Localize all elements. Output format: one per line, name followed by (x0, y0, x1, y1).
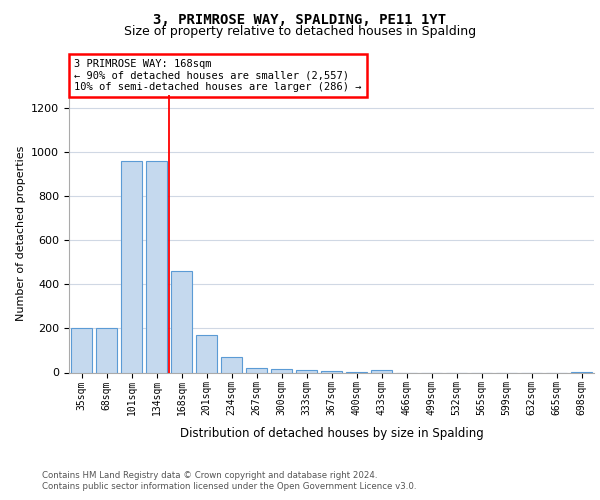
Text: Contains public sector information licensed under the Open Government Licence v3: Contains public sector information licen… (42, 482, 416, 491)
Text: Size of property relative to detached houses in Spalding: Size of property relative to detached ho… (124, 25, 476, 38)
Bar (246, 368, 267, 372)
Text: 3, PRIMROSE WAY, SPALDING, PE11 1YT: 3, PRIMROSE WAY, SPALDING, PE11 1YT (154, 12, 446, 26)
Bar (371, 370, 392, 372)
Text: Contains HM Land Registry data © Crown copyright and database right 2024.: Contains HM Land Registry data © Crown c… (42, 471, 377, 480)
Bar (96, 328, 117, 372)
Bar (121, 161, 142, 372)
Bar (271, 369, 292, 372)
Bar (296, 370, 317, 372)
Y-axis label: Number of detached properties: Number of detached properties (16, 146, 26, 322)
Bar (221, 357, 242, 372)
X-axis label: Distribution of detached houses by size in Spalding: Distribution of detached houses by size … (179, 426, 484, 440)
Bar (171, 271, 192, 372)
Bar (146, 161, 167, 372)
Text: 3 PRIMROSE WAY: 168sqm
← 90% of detached houses are smaller (2,557)
10% of semi-: 3 PRIMROSE WAY: 168sqm ← 90% of detached… (74, 59, 362, 92)
Bar (196, 335, 217, 372)
Bar (71, 328, 92, 372)
